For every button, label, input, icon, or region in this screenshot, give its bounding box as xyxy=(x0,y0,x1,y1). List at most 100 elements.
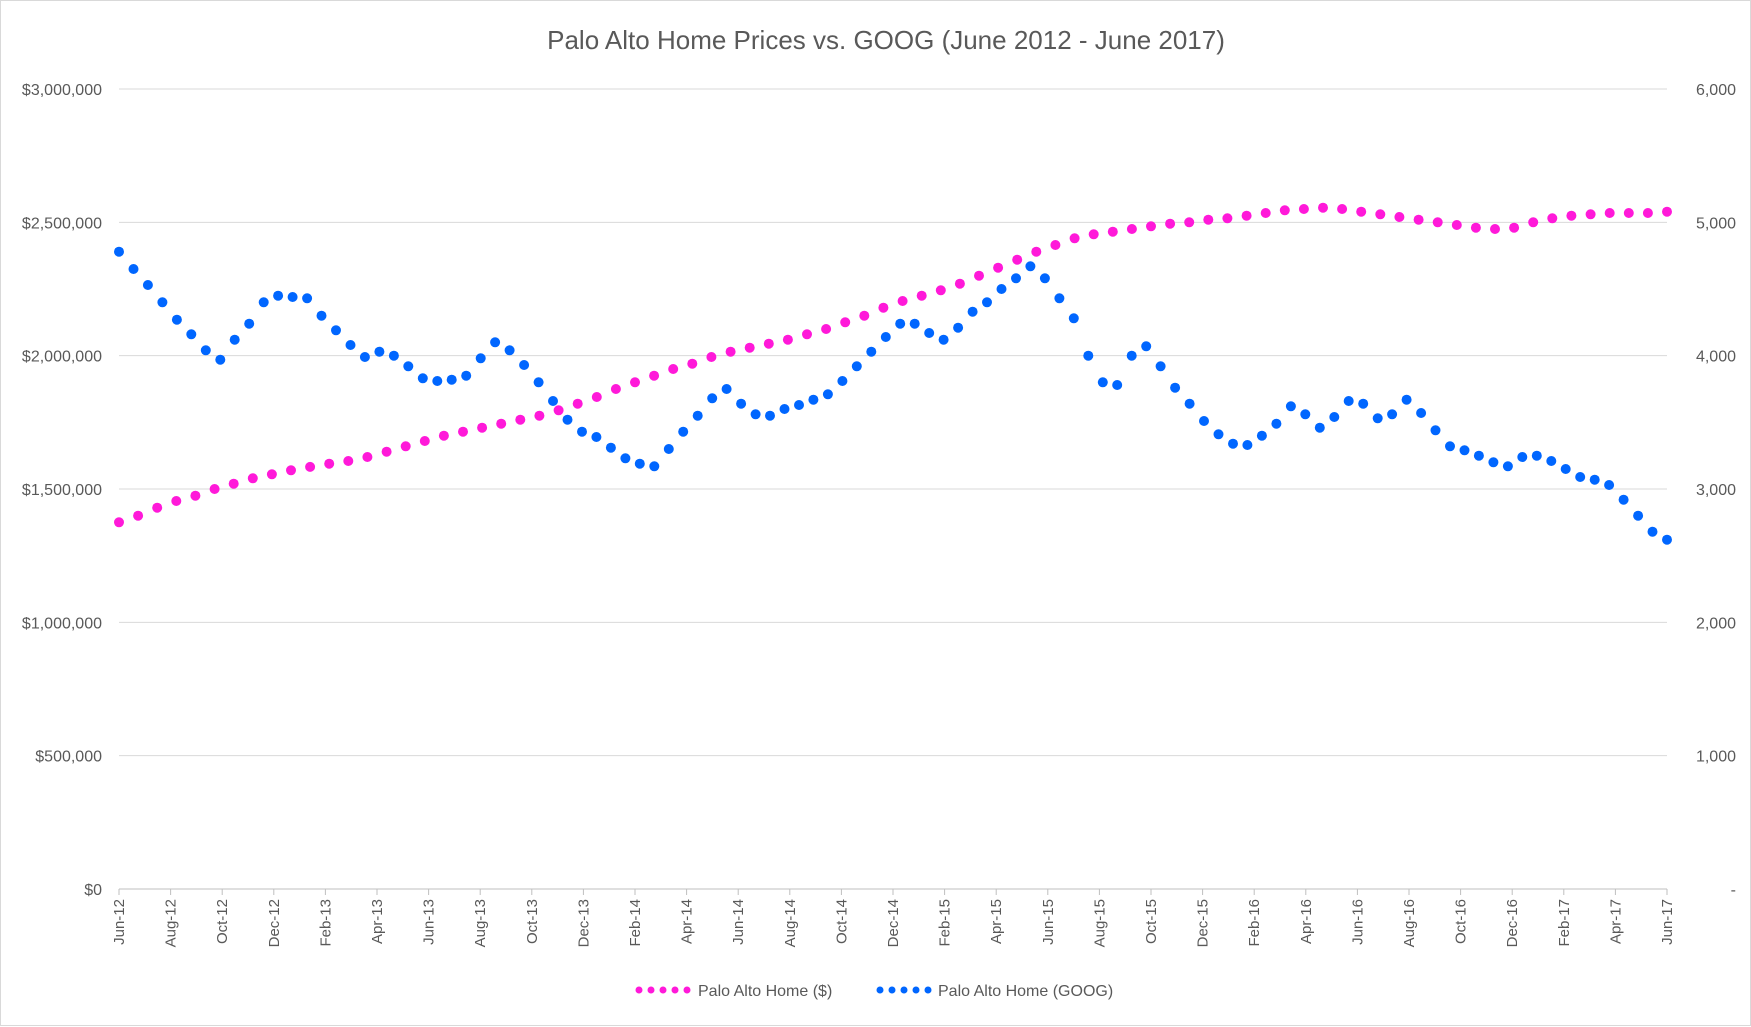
home-goog-point xyxy=(142,280,153,290)
home-goog-point xyxy=(1228,438,1238,449)
home-usd-point xyxy=(1585,209,1596,220)
home-usd-point xyxy=(1241,210,1252,221)
x-tick-label: Feb-15 xyxy=(937,899,954,947)
home-goog-point xyxy=(1473,450,1484,461)
x-tick-label: Dec-15 xyxy=(1195,899,1212,947)
home-goog-point xyxy=(533,377,544,388)
home-usd-point xyxy=(1088,229,1099,240)
series-palo-alto-home-usd xyxy=(114,202,1672,528)
y-right-tick-label: 5,000 xyxy=(1696,215,1736,232)
x-tick-label: Dec-13 xyxy=(575,899,592,947)
left-axis-ticks: $0 $500,000 $1,000,000 $1,500,000 $2,000,000… xyxy=(22,82,102,899)
legend-marker xyxy=(635,986,643,994)
home-usd-point xyxy=(1623,208,1634,218)
home-goog-point xyxy=(388,350,399,361)
x-tick-label: Apr-16 xyxy=(1298,899,1315,944)
home-usd-point xyxy=(1662,206,1672,217)
home-usd-point xyxy=(1490,224,1500,234)
home-usd-point xyxy=(1298,204,1309,214)
x-tick-label: Aug-15 xyxy=(1091,899,1108,947)
x-tick-label: Jun-15 xyxy=(1040,899,1057,945)
home-goog-point xyxy=(750,409,761,420)
x-tick-label: Feb-13 xyxy=(317,899,334,947)
home-usd-point xyxy=(419,436,430,446)
home-goog-point xyxy=(1141,341,1152,352)
home-goog-point xyxy=(1531,450,1542,461)
home-usd-point xyxy=(1260,208,1271,218)
home-usd-point xyxy=(400,441,411,452)
x-tick-label: Apr-14 xyxy=(679,899,696,944)
home-goog-point xyxy=(1097,377,1108,388)
home-goog-point xyxy=(1604,480,1615,490)
y-left-tick-label: $3,000,000 xyxy=(22,82,102,99)
legend-marker xyxy=(647,986,655,994)
home-goog-point xyxy=(446,374,457,385)
home-goog-point xyxy=(417,373,428,384)
home-usd-point xyxy=(649,370,660,381)
home-usd-point xyxy=(247,473,258,484)
legend-marker xyxy=(683,986,691,994)
legend-marker xyxy=(900,986,908,994)
home-goog-point xyxy=(1068,313,1079,324)
home-goog-point xyxy=(403,361,414,372)
x-tick-label: Jun-13 xyxy=(421,899,438,945)
home-goog-point xyxy=(1358,398,1369,409)
home-goog-point xyxy=(1329,412,1340,422)
home-goog-point xyxy=(837,376,848,386)
home-goog-point xyxy=(649,461,660,472)
home-usd-point xyxy=(553,405,564,416)
home-goog-point xyxy=(794,400,804,410)
home-goog-point xyxy=(1199,416,1209,426)
x-tick-label: Dec-16 xyxy=(1504,899,1521,947)
home-goog-point xyxy=(302,293,313,304)
home-usd-point xyxy=(610,384,621,394)
x-tick-label: Jun-17 xyxy=(1659,899,1676,945)
home-goog-point xyxy=(1560,464,1571,474)
home-goog-point xyxy=(1155,361,1166,372)
legend-item-home-usd xyxy=(635,986,691,994)
home-usd-point xyxy=(1375,209,1386,220)
x-tick-label: Aug-12 xyxy=(163,899,180,947)
x-tick-label: Aug-14 xyxy=(782,899,799,947)
home-goog-point xyxy=(374,346,385,357)
home-goog-point xyxy=(924,328,935,338)
home-usd-point xyxy=(362,452,373,462)
home-usd-point xyxy=(1509,222,1520,233)
home-goog-point xyxy=(287,292,298,302)
home-usd-point xyxy=(133,510,144,521)
x-tick-label: Feb-16 xyxy=(1246,899,1263,947)
home-goog-point xyxy=(721,384,732,394)
legend-marker xyxy=(671,986,679,994)
home-goog-point xyxy=(765,410,775,421)
home-goog-point xyxy=(895,318,906,329)
x-tick-label: Feb-14 xyxy=(627,899,644,947)
home-usd-point xyxy=(1165,218,1176,229)
home-goog-point xyxy=(345,340,356,350)
home-goog-point xyxy=(1039,273,1050,284)
home-goog-point xyxy=(1213,429,1224,440)
x-tick-label: Jun-12 xyxy=(111,899,128,945)
x-tick-label: Oct-15 xyxy=(1143,899,1160,944)
home-goog-point xyxy=(128,264,139,274)
home-usd-point xyxy=(630,377,640,388)
home-goog-point xyxy=(1256,430,1267,441)
home-usd-point xyxy=(381,446,392,457)
x-tick-label: Oct-13 xyxy=(524,899,541,944)
right-axis-ticks: - 1,000 2,000 3,000 4,000 5,000 6,000 xyxy=(1696,82,1736,899)
home-usd-point xyxy=(1566,210,1577,221)
home-goog-point xyxy=(1011,273,1021,284)
home-usd-point xyxy=(1337,204,1348,214)
home-usd-point xyxy=(1394,212,1405,222)
series-palo-alto-home-goog xyxy=(114,246,1672,545)
home-goog-point xyxy=(1459,445,1470,456)
home-usd-point xyxy=(572,398,583,409)
x-tick-label: Aug-13 xyxy=(472,899,489,947)
home-usd-point xyxy=(897,296,908,306)
x-tick-label: Dec-14 xyxy=(885,899,902,947)
home-usd-point xyxy=(668,364,679,374)
x-tick-label: Oct-14 xyxy=(833,899,850,944)
home-usd-point xyxy=(515,414,526,425)
legend-marker xyxy=(912,986,920,994)
home-goog-point xyxy=(331,325,341,336)
